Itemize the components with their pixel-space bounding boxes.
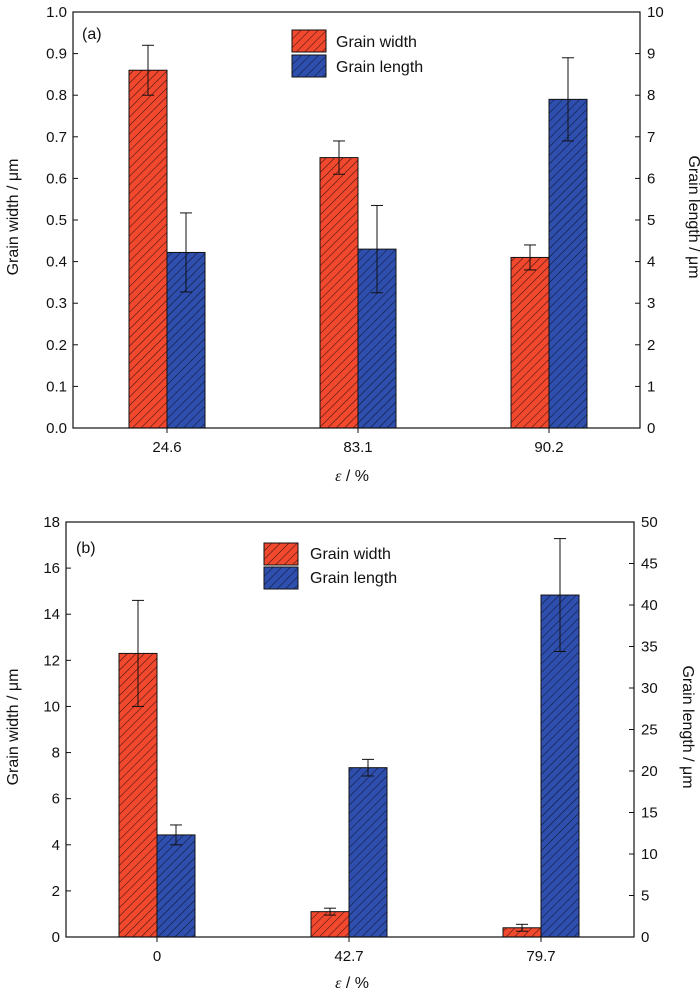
- panel-a-y2-tick-label: 1: [647, 378, 655, 395]
- panel-b-y-tick-label: 8: [52, 745, 60, 762]
- panel-b-label: (b): [76, 540, 96, 557]
- panel-b-y2-tick-label: 45: [641, 556, 658, 573]
- panel-b-y2-tick-label: 15: [641, 805, 658, 822]
- panel-a-x-axis-title: ε / %: [335, 468, 369, 485]
- chart-panel-b: (b) Grain width Grain length Grain width…: [5, 514, 696, 992]
- panel-a-legend-label-length: Grain length: [336, 59, 423, 76]
- panel-b-y2-tick-label: 35: [641, 639, 658, 656]
- chart-panel-a: (a) Grain width Grain length Grain width…: [5, 4, 700, 485]
- panel-b-bar-length-1: [348, 767, 388, 938]
- panel-b-y-tick-label: 2: [52, 883, 60, 900]
- panel-b-x-tick-label: 42.7: [334, 948, 363, 965]
- panel-a-error-bar-width-0: [142, 44, 154, 96]
- panel-a-error-bar-length-0: [180, 212, 192, 293]
- panel-b-y-tick-label: 14: [43, 606, 60, 623]
- panel-a-y-tick-label: 0.0: [46, 420, 67, 437]
- panel-b-legend-label-length: Grain length: [310, 570, 397, 587]
- panel-b-y-tick-label: 6: [52, 791, 60, 808]
- panel-a-y2-tick-label: 9: [647, 46, 655, 63]
- panel-b-y-tick-label: 18: [43, 514, 60, 531]
- panel-a-y2-tick-label: 4: [647, 254, 655, 271]
- panel-b-y2-tick-label: 20: [641, 763, 658, 780]
- panel-a-error-bar-width-2: [524, 244, 536, 271]
- panel-b-y-tick-label: 16: [43, 560, 60, 577]
- panel-b-y-axis-title: Grain width / μm: [5, 669, 22, 786]
- panel-a-label: (a): [82, 26, 102, 43]
- panel-b-y2-tick-label: 5: [641, 888, 649, 905]
- panel-a-legend-swatch-length: [291, 54, 327, 78]
- panel-a-y-axis-title: Grain width / μm: [5, 159, 22, 276]
- panel-a-y-tick-label: 0.2: [46, 337, 67, 354]
- panel-b-y2-tick-label: 25: [641, 722, 658, 739]
- panel-a-y-tick-label: 0.7: [46, 129, 67, 146]
- panel-a-y2-tick-label: 6: [647, 170, 655, 187]
- panel-b-error-bar-length-1: [362, 758, 374, 777]
- panel-a-y2-tick-label: 8: [647, 87, 655, 104]
- panel-b-legend-swatch-length: [263, 566, 299, 590]
- panel-a-error-bar-length-2: [562, 57, 574, 142]
- panel-a-bar-length-2: [548, 98, 588, 429]
- panel-b-y2-tick-label: 0: [641, 929, 649, 946]
- panel-b-y2-tick-label: 30: [641, 680, 658, 697]
- panel-a-bar-width-2: [510, 256, 550, 429]
- panel-a-legend: Grain width Grain length: [291, 29, 423, 78]
- panel-b-y-tick-label: 10: [43, 698, 60, 715]
- panel-b-y-tick-label: 12: [43, 652, 60, 669]
- panel-b-y-tick-label: 0: [52, 929, 60, 946]
- panel-a-y-tick-label: 0.6: [46, 170, 67, 187]
- panel-a-bar-width-1: [319, 157, 359, 429]
- panel-b-x-tick-label: 0: [153, 948, 161, 965]
- panel-b-legend-swatch-width: [263, 542, 299, 566]
- panel-a-y2-tick-label: 7: [647, 129, 655, 146]
- panel-a-y-tick-label: 0.3: [46, 295, 67, 312]
- panel-a-x-tick-label: 90.2: [534, 439, 563, 456]
- panel-a-y-tick-label: 0.4: [46, 254, 67, 271]
- panel-b-error-bar-width-0: [132, 599, 144, 707]
- panel-a-y2-tick-label: 3: [647, 295, 655, 312]
- panel-a-y-tick-label: 0.9: [46, 46, 67, 63]
- panel-b-error-bar-width-1: [324, 907, 336, 916]
- panel-a-bar-width-0: [128, 69, 168, 429]
- panel-a-legend-swatch-width: [291, 29, 327, 53]
- panel-b-error-bar-length-2: [554, 538, 566, 652]
- panel-a-y2-tick-label: 5: [647, 212, 655, 229]
- panel-b-error-bar-width-2: [516, 923, 528, 932]
- panel-b-legend-label-width: Grain width: [310, 546, 391, 563]
- panel-a-legend-label-width: Grain width: [336, 34, 417, 51]
- panel-a-y2-tick-label: 10: [647, 4, 664, 21]
- panel-b-bar-length-2: [540, 594, 580, 938]
- panel-a-error-bar-length-1: [371, 204, 383, 294]
- panel-a-y-tick-label: 0.8: [46, 87, 67, 104]
- panel-a-error-bar-width-1: [333, 140, 345, 175]
- panel-b-y2-tick-label: 10: [641, 846, 658, 863]
- panel-a-y-tick-label: 0.5: [46, 212, 67, 229]
- panel-b-y2-tick-label: 50: [641, 514, 658, 531]
- panel-a-y-tick-label: 0.1: [46, 378, 67, 395]
- panel-a-y2-axis-title: Grain length / μm: [685, 155, 700, 278]
- panel-a-x-tick-label: 83.1: [343, 439, 372, 456]
- panel-a-x-tick-label: 24.6: [152, 439, 181, 456]
- panel-a-y-tick-label: 1.0: [46, 4, 67, 21]
- panel-a-y2-tick-label: 0: [647, 420, 655, 437]
- panel-b-legend: Grain width Grain length: [263, 542, 397, 590]
- panel-b-y-tick-label: 4: [52, 837, 60, 854]
- panel-a-y2-tick-label: 2: [647, 337, 655, 354]
- panel-b-x-axis-title: ε / %: [335, 975, 369, 992]
- panel-b-y2-axis-title: Grain length / μm: [679, 665, 696, 788]
- panel-b-error-bar-length-0: [170, 824, 182, 846]
- panel-b-y2-tick-label: 40: [641, 597, 658, 614]
- panel-b-bar-length-0: [156, 834, 196, 938]
- panel-b-x-tick-label: 79.7: [526, 948, 555, 965]
